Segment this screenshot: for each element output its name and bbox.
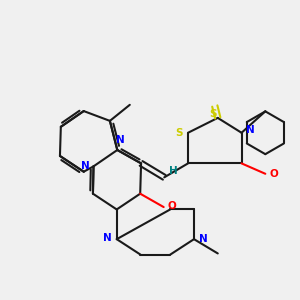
Text: N: N [116,136,125,146]
Text: O: O [168,201,176,211]
Text: H: H [169,167,178,176]
Text: O: O [269,169,278,179]
Text: N: N [103,233,112,243]
Text: S: S [210,109,217,119]
Text: N: N [81,161,90,171]
Text: S: S [176,128,183,138]
Text: N: N [246,125,255,135]
Text: N: N [199,234,208,244]
